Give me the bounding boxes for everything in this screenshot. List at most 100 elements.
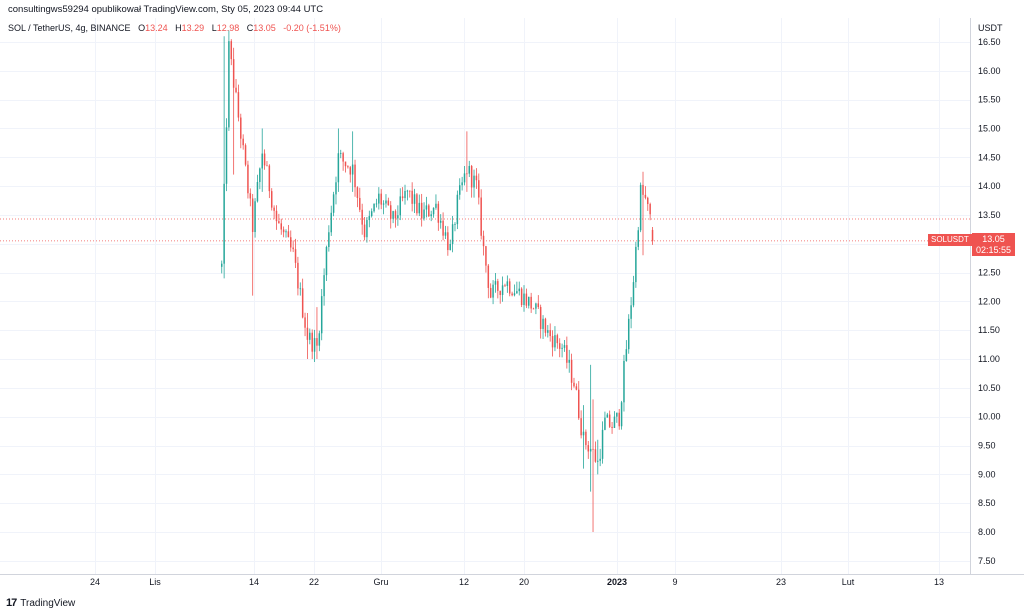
legend-low-label: L	[211, 23, 217, 33]
candle-body	[611, 426, 613, 428]
candle-body	[382, 203, 385, 205]
price-tick-label: 16.50	[978, 37, 1001, 47]
candle-body	[470, 166, 473, 188]
candle-body	[637, 230, 639, 247]
candle-body	[606, 414, 609, 418]
candle-body	[337, 153, 340, 183]
bar-countdown: 02:15:55	[975, 245, 1012, 255]
candle-body	[497, 281, 499, 291]
legend-close-label: C	[246, 23, 254, 33]
candle-body	[642, 184, 644, 195]
candle-body	[232, 59, 235, 88]
candle-body	[356, 187, 359, 198]
candle-body	[287, 231, 290, 238]
legend-change: -0.20 (-1.51%)	[283, 23, 341, 33]
candle-body	[273, 207, 275, 211]
candle-body	[454, 224, 456, 225]
candle-body	[435, 203, 437, 208]
candle-body	[506, 281, 509, 287]
candle-body	[411, 190, 413, 204]
candle-body	[406, 190, 409, 192]
candle-body	[573, 382, 575, 387]
time-axis[interactable]: 24 Lis 14 22 Gru 12 20 2023 9 23 Lut 13	[90, 577, 944, 587]
candle-body	[613, 416, 616, 428]
price-axis-unit: USDT	[978, 23, 1003, 33]
candle-body	[318, 333, 321, 346]
candle-body	[301, 288, 304, 318]
candle-body	[223, 183, 225, 264]
time-tick-label: Lis	[149, 577, 161, 587]
candle-body	[304, 317, 306, 328]
candle-body	[630, 305, 632, 319]
price-tick-label: 14.50	[978, 152, 1001, 162]
candle-body	[508, 281, 511, 294]
candle-body	[359, 197, 361, 210]
candle-body	[354, 164, 356, 188]
candle-body	[409, 190, 411, 192]
candle-body	[459, 185, 461, 195]
time-tick-label: Gru	[373, 577, 388, 587]
candle-body	[378, 193, 380, 204]
price-axis[interactable]: 7.50 8.00 8.50 9.00 9.50 10.00 10.50 11.00 11.50…	[978, 37, 1001, 566]
candle-body	[530, 296, 532, 309]
candle-body	[330, 212, 332, 233]
candle-body	[432, 207, 435, 215]
price-tick-label: 11.00	[978, 354, 1000, 364]
symbol-legend: SOL / TetherUS, 4g, BINANCE O13.24 H13.2…	[8, 23, 341, 33]
candle-body	[518, 288, 520, 292]
candle-body	[309, 332, 311, 340]
time-tick-label: 9	[672, 577, 677, 587]
candle-body	[404, 190, 406, 199]
candle-body	[361, 209, 363, 225]
candle-body	[430, 214, 432, 217]
price-tick-label: 7.50	[978, 556, 996, 566]
tradingview-logo[interactable]: 17 TradingView	[6, 597, 75, 609]
candle-body	[449, 243, 451, 251]
candle-body	[489, 287, 492, 298]
candle-body	[297, 262, 299, 289]
candle-body	[525, 293, 528, 306]
candle-body	[416, 194, 418, 214]
candle-body	[568, 359, 570, 363]
time-tick-label: 22	[309, 577, 319, 587]
candle-body	[537, 303, 540, 308]
candle-body	[439, 220, 442, 223]
candle-body	[428, 205, 430, 217]
candle-body	[320, 296, 323, 334]
candle-body	[368, 216, 371, 221]
candle-body	[558, 343, 561, 349]
candle-body	[420, 202, 423, 219]
publisher-line: consultingws59294 opublikował TradingVie…	[8, 4, 324, 15]
candle-body	[237, 92, 240, 118]
legend-symbol: SOL / TetherUS, 4g, BINANCE	[8, 23, 131, 33]
candle-body	[520, 288, 523, 305]
time-tick-label: 2023	[607, 577, 627, 587]
candle-body	[513, 293, 516, 296]
time-tick-label: 12	[459, 577, 469, 587]
candle-body	[387, 200, 390, 206]
candle-body	[549, 330, 551, 337]
legend-high-value: 13.29	[181, 23, 205, 33]
candle-body	[242, 138, 244, 146]
candle-body	[423, 209, 425, 219]
candle-body	[394, 211, 397, 219]
price-tick-label: 12.50	[978, 268, 1001, 278]
candle-body	[328, 232, 330, 248]
candle-body	[494, 281, 497, 285]
candle-body	[294, 249, 297, 263]
candle-body	[351, 164, 354, 175]
candle-body	[475, 175, 478, 181]
candle-body	[370, 211, 373, 217]
candle-body	[647, 197, 649, 205]
candle-body	[478, 180, 480, 198]
candle-body	[263, 153, 266, 166]
candle-body	[256, 182, 259, 202]
candle-body	[344, 161, 347, 167]
price-tick-label: 9.00	[978, 469, 996, 479]
candle-body	[373, 203, 375, 212]
candle-body	[261, 153, 263, 169]
legend-low-value: 12.98	[216, 23, 240, 33]
time-tick-label: 20	[519, 577, 529, 587]
candle-body	[487, 265, 490, 288]
